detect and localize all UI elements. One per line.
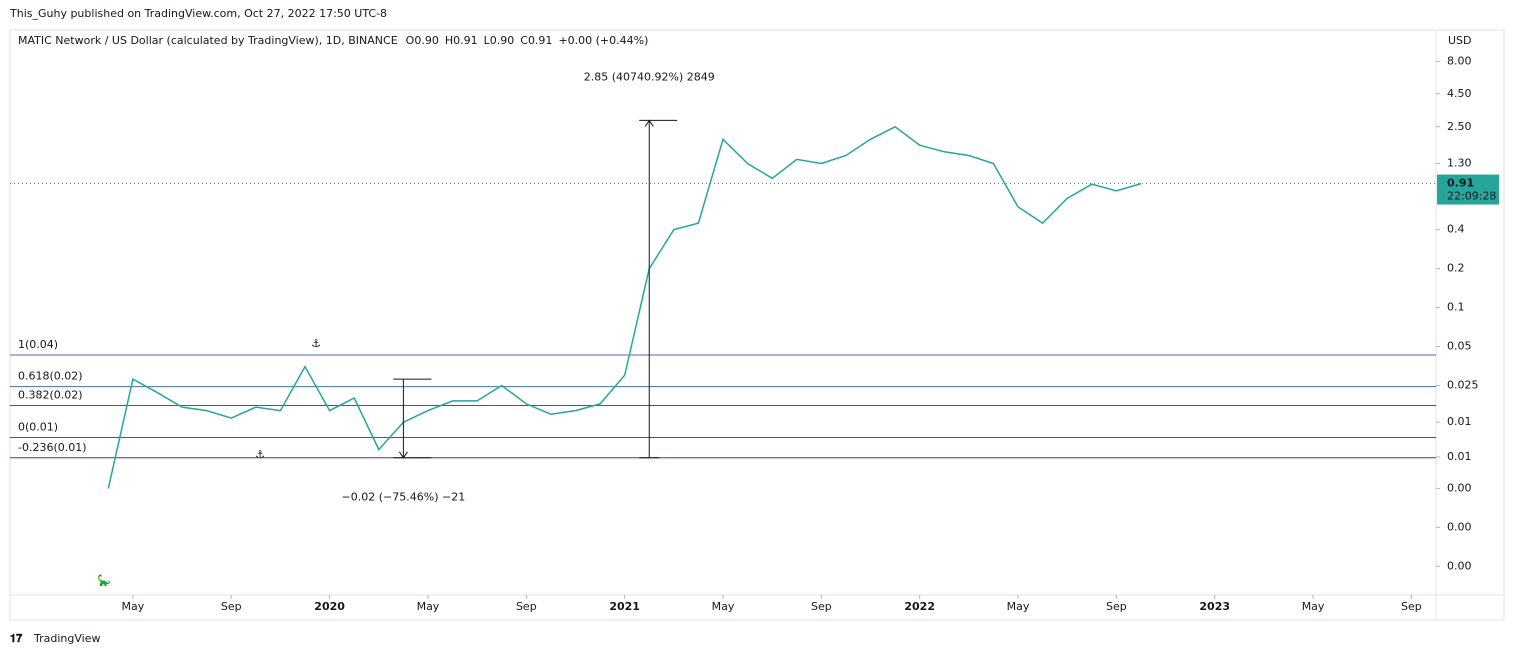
x-tick-label: Sep xyxy=(221,600,242,613)
change: +0.00 (+0.44%) xyxy=(558,34,648,47)
ohlc-value: 0.90 xyxy=(490,34,515,47)
y-tick-label: 0.025 xyxy=(1447,378,1479,391)
last-price-label: 0.91 xyxy=(1447,177,1474,190)
measure-label: 2.85 (40740.92%) 2849 xyxy=(584,71,715,84)
axis-unit: USD xyxy=(1448,34,1472,47)
y-tick-label: 0.01 xyxy=(1447,450,1472,463)
x-tick-label: May xyxy=(1007,600,1030,613)
x-tick-label: May xyxy=(712,600,735,613)
y-tick-label: 4.50 xyxy=(1447,87,1472,100)
y-tick-label: 0.01 xyxy=(1447,415,1472,428)
last-price-tag xyxy=(1437,174,1499,205)
x-tick-label: May xyxy=(1302,600,1325,613)
y-tick-label: 1.30 xyxy=(1447,157,1472,170)
ohlc-key: L xyxy=(484,34,491,47)
x-tick-label: 2020 xyxy=(314,600,345,613)
anchor-icon: ⚓ xyxy=(311,337,321,350)
ohlc-key: C xyxy=(520,34,528,47)
legend-title: MATIC Network / US Dollar (calculated by… xyxy=(18,34,398,47)
x-tick-label: 2023 xyxy=(1199,600,1230,613)
x-tick-label: Sep xyxy=(811,600,832,613)
ohlc-value: 0.91 xyxy=(453,34,478,47)
fib-label: -0.236(0.01) xyxy=(18,441,87,454)
countdown: 22:09:28 xyxy=(1447,190,1496,203)
y-tick-label: 2.50 xyxy=(1447,120,1472,133)
publisher: This_Guhy published on TradingView.com, … xyxy=(9,7,387,20)
ohlc-value: 0.91 xyxy=(528,34,553,47)
x-tick-label: 2021 xyxy=(609,600,640,613)
legend: MATIC Network / US Dollar (calculated by… xyxy=(18,34,648,47)
x-tick-label: 2022 xyxy=(904,600,935,613)
price-line xyxy=(107,125,1142,489)
measure-arrow xyxy=(398,451,408,459)
x-tick-label: Sep xyxy=(1401,600,1422,613)
y-tick-label: 0.4 xyxy=(1447,223,1465,236)
y-tick-label: 0.1 xyxy=(1447,301,1465,314)
y-tick-label: 0.00 xyxy=(1447,481,1472,494)
y-tick-label: 0.05 xyxy=(1447,340,1472,353)
y-tick-label: 0.2 xyxy=(1447,262,1465,275)
measure-label: −0.02 (−75.46%) −21 xyxy=(342,491,466,504)
y-tick-label: 8.00 xyxy=(1447,54,1472,67)
anchor-icon: ⚓ xyxy=(255,448,265,461)
chart-frame xyxy=(9,29,1505,621)
ohlc-value: 0.90 xyxy=(414,34,439,47)
fib-label: 0.618(0.02) xyxy=(18,370,83,383)
x-tick-label: May xyxy=(417,600,440,613)
ohlc-key: O xyxy=(406,34,415,47)
fib-label: 0.382(0.02) xyxy=(18,389,83,402)
fib-label: 0(0.01) xyxy=(18,421,58,434)
brand: TradingView xyxy=(33,632,100,645)
fib-label: 1(0.04) xyxy=(18,338,58,351)
logo-icon: 🦕 xyxy=(97,574,111,587)
x-tick-label: Sep xyxy=(516,600,537,613)
x-tick-label: May xyxy=(122,600,145,613)
ohlc-key: H xyxy=(445,34,453,47)
y-tick-label: 0.00 xyxy=(1447,520,1472,533)
brand-logo: 𝟏𝟕 xyxy=(10,632,23,645)
measure-arrow xyxy=(644,119,654,127)
x-tick-label: Sep xyxy=(1106,600,1127,613)
y-tick-label: 0.00 xyxy=(1447,559,1472,572)
